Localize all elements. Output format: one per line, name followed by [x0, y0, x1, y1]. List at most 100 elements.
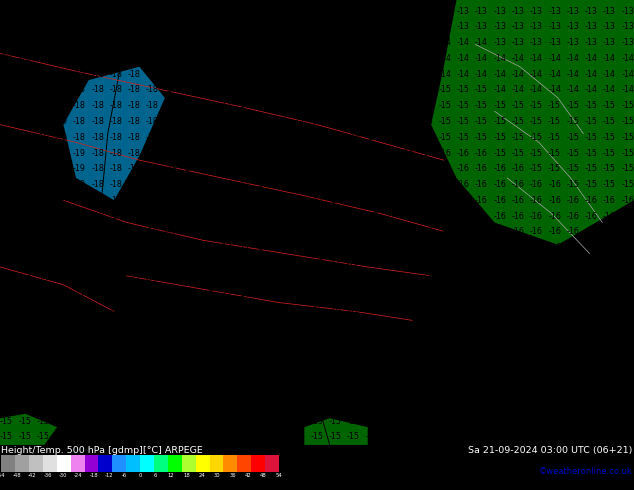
Text: -18: -18	[183, 196, 195, 205]
Text: -17: -17	[201, 338, 214, 347]
Text: -15: -15	[548, 117, 561, 126]
Text: -15: -15	[402, 369, 415, 378]
Text: -14: -14	[456, 38, 470, 47]
Text: -17: -17	[365, 196, 378, 205]
Text: -16: -16	[146, 385, 159, 394]
Text: -18: -18	[55, 227, 68, 236]
Text: -18: -18	[55, 101, 68, 110]
Text: -17: -17	[219, 259, 232, 268]
Polygon shape	[304, 418, 368, 445]
Text: -17: -17	[585, 354, 598, 363]
Text: -16: -16	[585, 243, 598, 252]
Bar	[1, 455, 15, 472]
Text: -15: -15	[402, 401, 415, 410]
Text: -17: -17	[603, 385, 616, 394]
Text: -13: -13	[530, 23, 543, 31]
Text: -17: -17	[237, 227, 250, 236]
Text: -16: -16	[219, 23, 232, 31]
Text: -17: -17	[548, 401, 561, 410]
Text: -16: -16	[475, 180, 488, 189]
Text: -15: -15	[274, 38, 287, 47]
Text: -17: -17	[201, 275, 214, 284]
Text: -17: -17	[621, 275, 634, 284]
Text: -15: -15	[585, 180, 598, 189]
Text: -13: -13	[566, 7, 579, 16]
Text: -19: -19	[18, 196, 31, 205]
Text: -16: -16	[456, 212, 470, 220]
Text: -16: -16	[365, 354, 378, 363]
Text: -13: -13	[475, 7, 488, 16]
Text: -15: -15	[439, 117, 451, 126]
Text: -19: -19	[18, 164, 31, 173]
Text: -16: -16	[256, 385, 269, 394]
Text: -17: -17	[566, 401, 579, 410]
Text: -18: -18	[110, 38, 122, 47]
Text: -15: -15	[292, 38, 305, 47]
Text: -16: -16	[493, 354, 506, 363]
Text: -16: -16	[512, 212, 524, 220]
Text: -16: -16	[402, 133, 415, 142]
Text: -15: -15	[347, 101, 360, 110]
Bar	[57, 455, 71, 472]
Text: -16: -16	[219, 385, 232, 394]
Text: -14: -14	[512, 70, 524, 79]
Text: -17: -17	[274, 133, 287, 142]
Text: -16: -16	[384, 338, 396, 347]
Text: -17: -17	[548, 369, 561, 378]
Text: -17: -17	[128, 275, 141, 284]
Text: -17: -17	[146, 38, 159, 47]
Text: -16: -16	[512, 401, 524, 410]
Text: -15: -15	[621, 117, 634, 126]
Text: -15: -15	[621, 101, 634, 110]
Text: -18: -18	[55, 212, 68, 220]
Text: -19: -19	[73, 148, 86, 158]
Text: -16: -16	[402, 227, 415, 236]
Text: -15: -15	[0, 432, 13, 441]
Text: -16: -16	[146, 401, 159, 410]
Text: -17: -17	[164, 291, 178, 299]
Text: -14: -14	[530, 54, 543, 63]
Text: -18: -18	[36, 85, 49, 95]
Text: -16: -16	[110, 401, 122, 410]
Text: -16: -16	[91, 369, 104, 378]
Text: -17: -17	[292, 227, 305, 236]
Text: -14: -14	[439, 70, 451, 79]
Text: -18: -18	[128, 227, 141, 236]
Text: -18: -18	[36, 243, 49, 252]
Text: -17: -17	[292, 180, 305, 189]
Text: -17: -17	[311, 212, 323, 220]
Text: -15: -15	[493, 133, 506, 142]
Text: -15: -15	[292, 416, 305, 426]
Text: -16: -16	[256, 38, 269, 47]
Text: -14: -14	[402, 38, 415, 47]
Text: -16: -16	[566, 212, 579, 220]
Text: -16: -16	[347, 117, 360, 126]
Text: -17: -17	[164, 85, 178, 95]
Text: -17: -17	[329, 164, 342, 173]
Text: -14: -14	[329, 38, 342, 47]
Text: -17: -17	[621, 322, 634, 331]
Text: -15: -15	[18, 369, 31, 378]
Text: -18: -18	[110, 117, 122, 126]
Text: -16: -16	[530, 180, 543, 189]
Text: -17: -17	[365, 275, 378, 284]
Text: -15: -15	[311, 70, 323, 79]
Text: -14: -14	[621, 70, 634, 79]
Text: -14: -14	[456, 70, 470, 79]
Text: -17: -17	[548, 275, 561, 284]
Text: -17: -17	[183, 369, 195, 378]
Text: -16: -16	[493, 369, 506, 378]
Text: -15: -15	[603, 117, 616, 126]
Text: -17: -17	[274, 180, 287, 189]
Bar	[154, 455, 168, 472]
Text: -16: -16	[530, 275, 543, 284]
Text: -15: -15	[493, 148, 506, 158]
Text: -17: -17	[548, 416, 561, 426]
Text: -17: -17	[146, 7, 159, 16]
Text: -16: -16	[512, 275, 524, 284]
Text: -16: -16	[274, 385, 287, 394]
Text: -14: -14	[548, 85, 561, 95]
Text: -16: -16	[329, 338, 342, 347]
Text: -18: -18	[73, 133, 86, 142]
Text: -17: -17	[603, 354, 616, 363]
